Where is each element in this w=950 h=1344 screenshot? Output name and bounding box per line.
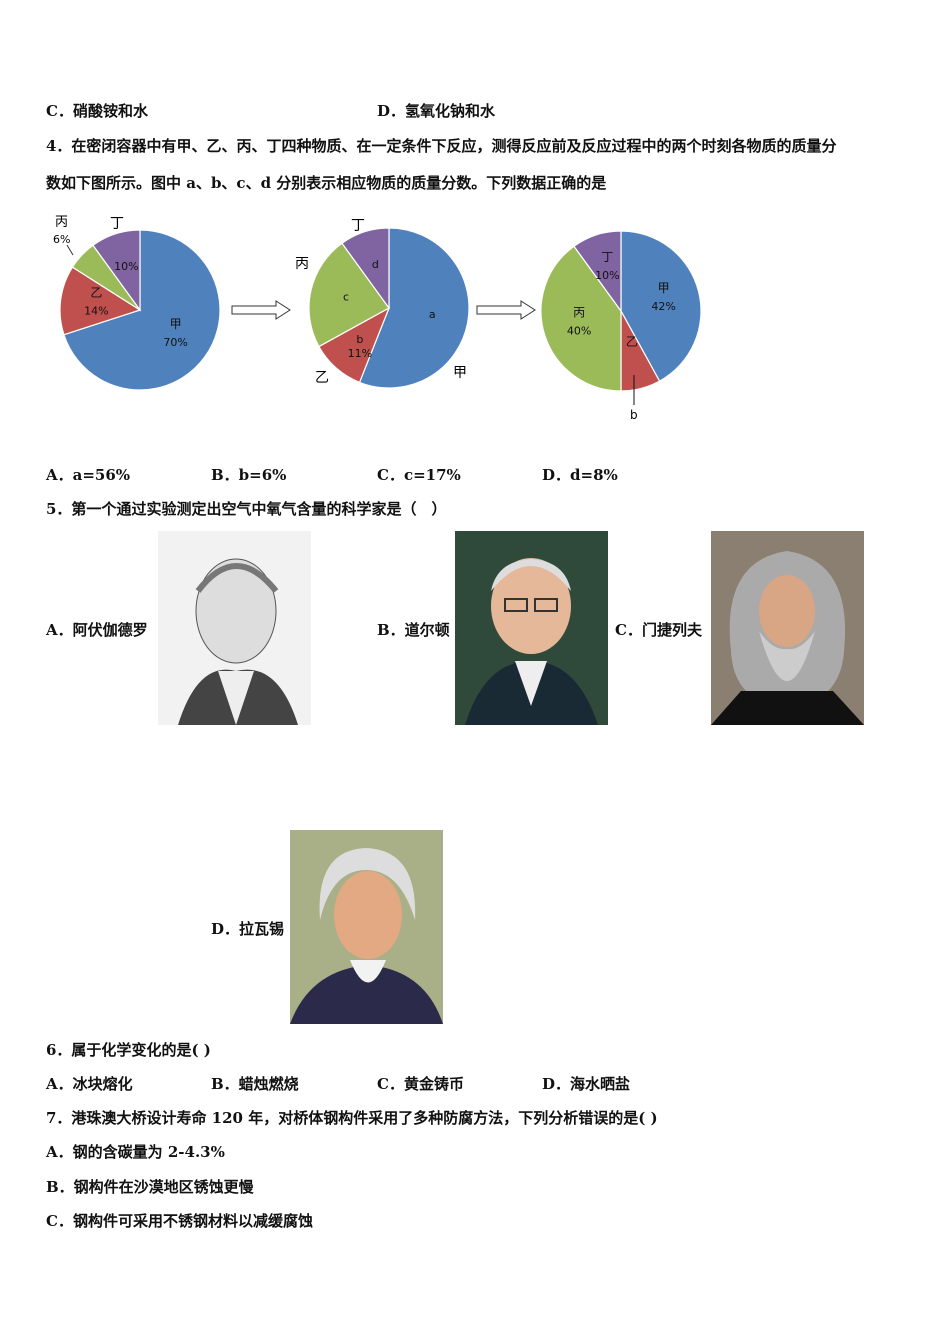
q7-question: 7．港珠澳大桥设计寿命 120 年，对桥体钢构件采用了多种防腐方法，下列分析错误… <box>46 1109 658 1127</box>
pie1-pct-bing: 6% <box>53 233 70 246</box>
q5-option-d[interactable]: D．拉瓦锡 <box>211 920 285 938</box>
slice-name-label: 丁 <box>601 250 613 264</box>
q7-option-a[interactable]: A．钢的含碳量为 2-4.3% <box>46 1143 225 1161</box>
q5-question: 5．第一个通过实验测定出空气中氧气含量的科学家是（ ） <box>46 500 447 518</box>
pie-slice-甲 <box>63 229 221 391</box>
pie-slice-丁 <box>341 227 390 310</box>
slice-value-label: a <box>429 308 436 321</box>
arrow-right-icon <box>231 300 291 320</box>
slice-value-label: 10% <box>595 269 619 282</box>
portrait-mendeleev <box>711 531 864 725</box>
pie-chart-after: 甲 42% 乙 丙 40% 丁 10% <box>540 230 702 392</box>
q4-option-d[interactable]: D．d=8% <box>542 466 618 484</box>
slice-value-label: 40% <box>567 325 591 338</box>
slice-value-label: d <box>372 258 379 271</box>
pie2-label-jia: 甲 <box>453 365 467 381</box>
slice-name-label: 乙 <box>90 285 102 299</box>
pie3-label-b: b <box>630 408 638 422</box>
pie-chart-middle: a b11% c d <box>308 227 470 389</box>
q4-option-b[interactable]: B．b=6% <box>211 466 287 484</box>
q6-question: 6．属于化学变化的是( ) <box>46 1041 211 1059</box>
pie2-label-ding: 丁 <box>351 218 365 234</box>
slice-name-label: 甲 <box>170 317 182 331</box>
pie1-label-bing: 丙 <box>55 215 68 230</box>
pie-slice-乙 <box>59 266 142 336</box>
pie-chart-before: 甲 70% 乙 14% 10% <box>59 229 221 391</box>
slice-value-label: b <box>356 333 363 346</box>
leader-line <box>66 244 74 256</box>
slice-sublabel: 11% <box>348 347 372 360</box>
q5-option-a[interactable]: A．阿伏伽德罗 <box>46 621 148 639</box>
arrow-right-icon <box>476 300 536 320</box>
q4-text-line1: 4．在密闭容器中有甲、乙、丙、丁四种物质、在一定条件下反应，测得反应前及反应过程… <box>46 137 837 155</box>
pie-slice-甲 <box>358 227 470 389</box>
q5-option-c[interactable]: C．门捷列夫 <box>615 621 702 639</box>
q6-option-d[interactable]: D．海水晒盐 <box>542 1075 631 1093</box>
q3-option-c: C．硝酸铵和水 <box>46 102 148 120</box>
slice-value-label: 70% <box>163 336 187 349</box>
q4-text-line2: 数如下图所示。图中 a、b、c、d 分别表示相应物质的质量分数。下列数据正确的是 <box>46 174 607 192</box>
pie-slice-丁 <box>92 229 141 312</box>
pie-slice-丙 <box>540 245 622 392</box>
q6-option-c[interactable]: C．黄金铸币 <box>377 1075 464 1093</box>
q3-option-d: D．氢氧化钠和水 <box>377 102 496 120</box>
q6-option-a[interactable]: A．冰块熔化 <box>46 1075 133 1093</box>
pie2-label-yi: 乙 <box>315 370 329 386</box>
q4-option-c[interactable]: C．c=17% <box>377 466 461 484</box>
slice-value-label: 42% <box>651 300 675 313</box>
q7-option-c[interactable]: C．钢构件可采用不锈钢材料以减缓腐蚀 <box>46 1212 313 1230</box>
slice-name-label: 乙 <box>626 335 638 349</box>
slice-value-label: c <box>343 290 349 303</box>
pie-slice-甲 <box>620 230 702 382</box>
portrait-dalton <box>455 531 608 725</box>
portrait-lavoisier <box>290 830 443 1024</box>
slice-value-label: 10% <box>114 260 138 273</box>
q7-option-b[interactable]: B．钢构件在沙漠地区锈蚀更慢 <box>46 1178 254 1196</box>
pie1-label-ding: 丁 <box>110 216 124 232</box>
pie2-label-bing: 丙 <box>295 256 309 272</box>
q4-option-a[interactable]: A．a=56% <box>46 466 131 484</box>
pie-slice-丙 <box>308 242 390 348</box>
q5-option-b[interactable]: B．道尔顿 <box>377 621 450 639</box>
slice-value-label: 14% <box>84 304 108 317</box>
slice-name-label: 丙 <box>573 306 585 320</box>
slice-name-label: 甲 <box>658 281 670 295</box>
portrait-avogadro <box>158 531 311 725</box>
q6-option-b[interactable]: B．蜡烛燃烧 <box>211 1075 299 1093</box>
pie-slice-丁 <box>573 230 622 313</box>
